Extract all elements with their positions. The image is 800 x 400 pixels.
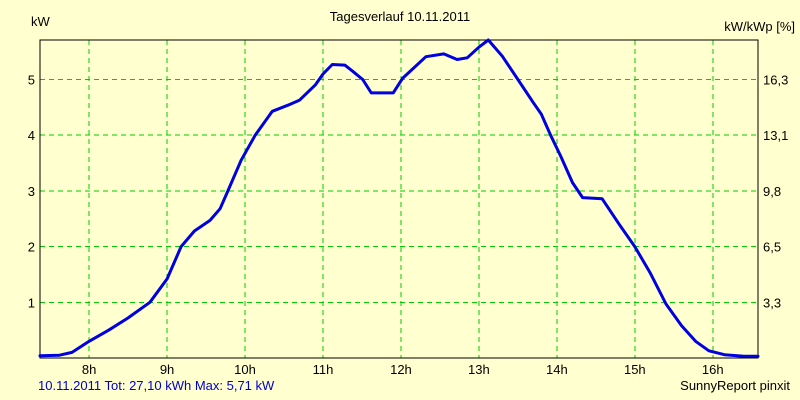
x-tick-label: 16h: [702, 362, 724, 377]
x-tick-label: 13h: [468, 362, 490, 377]
plot-frame: [39, 39, 759, 359]
y-tick-label-left: 5: [28, 73, 35, 88]
y-tick-label-right: 13,1: [763, 128, 788, 143]
x-tick-label: 15h: [624, 362, 646, 377]
left-axis-unit-label: kW: [31, 14, 50, 29]
footer-branding: SunnyReport pinxit: [680, 378, 790, 393]
right-axis-unit-label: kW/kWp [%]: [724, 19, 795, 34]
y-tick-label-right: 6,5: [763, 240, 781, 255]
data-series-line: [38, 38, 760, 358]
x-tick-label: 12h: [390, 362, 412, 377]
y-tick-label-right: 16,3: [763, 73, 788, 88]
x-tick-label: 11h: [313, 362, 334, 377]
page-title: Tagesverlauf 10.11.2011: [329, 9, 471, 24]
y-tick-label-right: 9,8: [763, 184, 781, 199]
x-tick-label: 8h: [82, 362, 96, 377]
y-tick-label-left: 2: [28, 240, 35, 255]
x-tick-label: 9h: [160, 362, 174, 377]
y-tick-label-right: 3,3: [763, 295, 781, 310]
footer-summary: 10.11.2011 Tot: 27,10 kWh Max: 5,71 kW: [38, 378, 275, 393]
x-tick-label: 14h: [546, 362, 568, 377]
x-tick-label: 10h: [234, 362, 256, 377]
y-tick-label-left: 1: [28, 295, 35, 310]
y-tick-label-left: 4: [28, 128, 35, 143]
y-tick-label-left: 3: [28, 184, 35, 199]
